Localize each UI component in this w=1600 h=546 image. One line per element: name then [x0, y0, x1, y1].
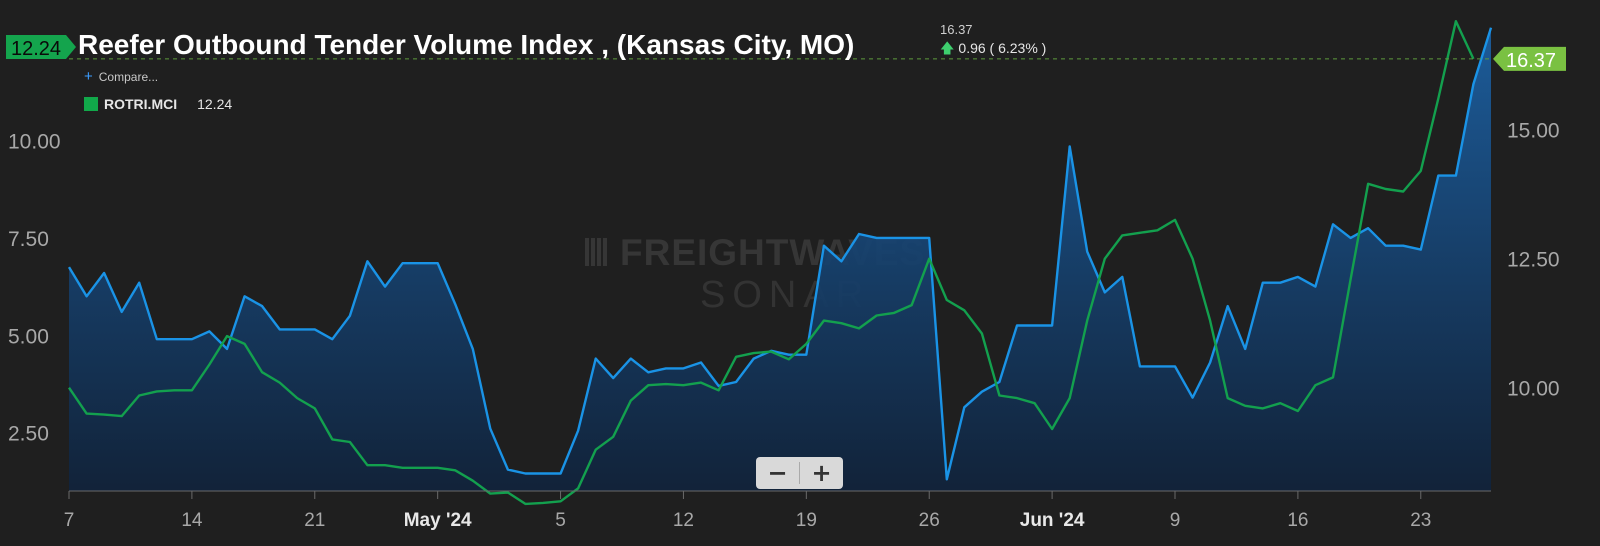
x-tick-label: 16 [1287, 510, 1308, 531]
series-line-2 [68, 20, 1475, 506]
last-value: 16.37 [940, 22, 973, 37]
y-left-tick-label: 5.00 [8, 325, 49, 348]
x-tick-label: 26 [919, 510, 940, 531]
chart-title: Reefer Outbound Tender Volume Index , (K… [78, 29, 855, 60]
y-right-tick-label: 12.50 [1507, 249, 1560, 272]
x-tick-label: 21 [304, 510, 325, 531]
arrow-up-icon: 🡅 [940, 40, 955, 56]
zoom-control: − + [756, 457, 843, 489]
sonar-logo-icon [585, 238, 607, 266]
zoom-in-button[interactable]: + [811, 459, 832, 487]
y-right-tick-label: 10.00 [1507, 378, 1560, 401]
compare-button[interactable]: + Compare... [84, 68, 158, 85]
x-tick-label: 23 [1410, 510, 1431, 531]
legend-entry[interactable]: ROTRI.MCI 12.24 [84, 96, 232, 112]
y-right-tick-label: 15.00 [1507, 120, 1560, 143]
x-tick-label: 19 [796, 510, 817, 531]
zoom-out-button[interactable]: − [767, 459, 788, 487]
change-readout: 🡅 0.96 ( 6.23% ) [940, 38, 1046, 62]
x-tick-label: 7 [64, 510, 75, 531]
compare-label: Compare... [98, 70, 159, 84]
y-left-tick-label: 7.50 [8, 228, 49, 251]
right-value-tag [1493, 46, 1566, 71]
y-left-tick-label: 2.50 [8, 423, 49, 446]
left-value-tag [6, 35, 76, 59]
change-value: 0.96 ( 6.23% ) [958, 40, 1047, 56]
plus-icon: + [84, 68, 93, 85]
x-tick-label: 12 [673, 510, 694, 531]
x-tick-label: 5 [555, 510, 566, 531]
legend-series-value: 12.24 [197, 96, 233, 112]
x-tick-label: 14 [181, 510, 203, 531]
left-value-tag-label: 12.24 [11, 38, 61, 60]
y-left-tick-label: 10.00 [8, 131, 61, 154]
last-value-readout: 16.37 🡅 0.96 ( 6.23% ) [940, 22, 1046, 62]
legend-series-name: ROTRI.MCI [104, 96, 178, 112]
series-line-1 [67, 27, 1493, 481]
x-tick-label: 9 [1170, 510, 1181, 531]
right-value-tag-label: 16.37 [1506, 50, 1556, 72]
legend-swatch [84, 97, 98, 111]
series-area-1 [69, 27, 1491, 491]
x-tick-label: May '24 [404, 510, 472, 531]
x-tick-label: Jun '24 [1020, 510, 1085, 531]
zoom-divider [799, 462, 800, 484]
